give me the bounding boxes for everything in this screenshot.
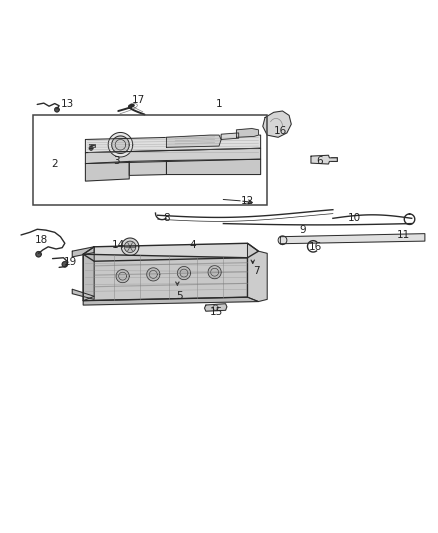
Text: 16: 16: [309, 242, 322, 252]
Polygon shape: [237, 128, 258, 138]
Polygon shape: [72, 247, 94, 257]
Text: 7: 7: [253, 266, 260, 276]
Text: 5: 5: [176, 291, 183, 301]
Polygon shape: [147, 268, 160, 281]
Polygon shape: [85, 161, 129, 181]
Polygon shape: [208, 265, 221, 279]
Text: 15: 15: [210, 308, 223, 318]
Text: 18: 18: [35, 235, 48, 245]
Text: 4: 4: [189, 240, 196, 251]
Polygon shape: [166, 159, 261, 174]
Polygon shape: [121, 238, 139, 255]
Text: 8: 8: [163, 213, 170, 223]
Text: 13: 13: [61, 99, 74, 109]
Text: 17: 17: [131, 95, 145, 105]
Polygon shape: [247, 243, 267, 302]
Polygon shape: [205, 304, 227, 311]
Bar: [33, 115, 267, 205]
Text: 1: 1: [215, 100, 223, 109]
Polygon shape: [108, 133, 133, 157]
Text: 14: 14: [112, 240, 125, 251]
Polygon shape: [263, 111, 291, 138]
Polygon shape: [166, 135, 221, 147]
Text: 9: 9: [299, 225, 306, 235]
Text: 12: 12: [241, 196, 254, 206]
Polygon shape: [177, 266, 191, 280]
Polygon shape: [83, 297, 258, 305]
Polygon shape: [124, 241, 136, 253]
Polygon shape: [36, 252, 41, 257]
Polygon shape: [221, 133, 239, 140]
Polygon shape: [89, 147, 93, 150]
Polygon shape: [280, 233, 425, 244]
Text: 2: 2: [51, 159, 58, 168]
Text: 19: 19: [64, 257, 77, 267]
Polygon shape: [55, 108, 59, 112]
Polygon shape: [112, 136, 129, 154]
Polygon shape: [62, 262, 67, 267]
Polygon shape: [213, 305, 218, 310]
Polygon shape: [83, 247, 94, 301]
Text: 16: 16: [274, 126, 287, 136]
Polygon shape: [129, 160, 166, 175]
Polygon shape: [85, 135, 261, 152]
Polygon shape: [311, 155, 337, 164]
Polygon shape: [83, 243, 258, 261]
Polygon shape: [83, 254, 247, 301]
Polygon shape: [85, 148, 261, 164]
Text: 3: 3: [113, 156, 120, 166]
Text: 11: 11: [396, 230, 410, 240]
Text: 10: 10: [348, 213, 361, 223]
Polygon shape: [116, 270, 129, 282]
Polygon shape: [72, 289, 94, 300]
Text: 6: 6: [316, 156, 323, 166]
